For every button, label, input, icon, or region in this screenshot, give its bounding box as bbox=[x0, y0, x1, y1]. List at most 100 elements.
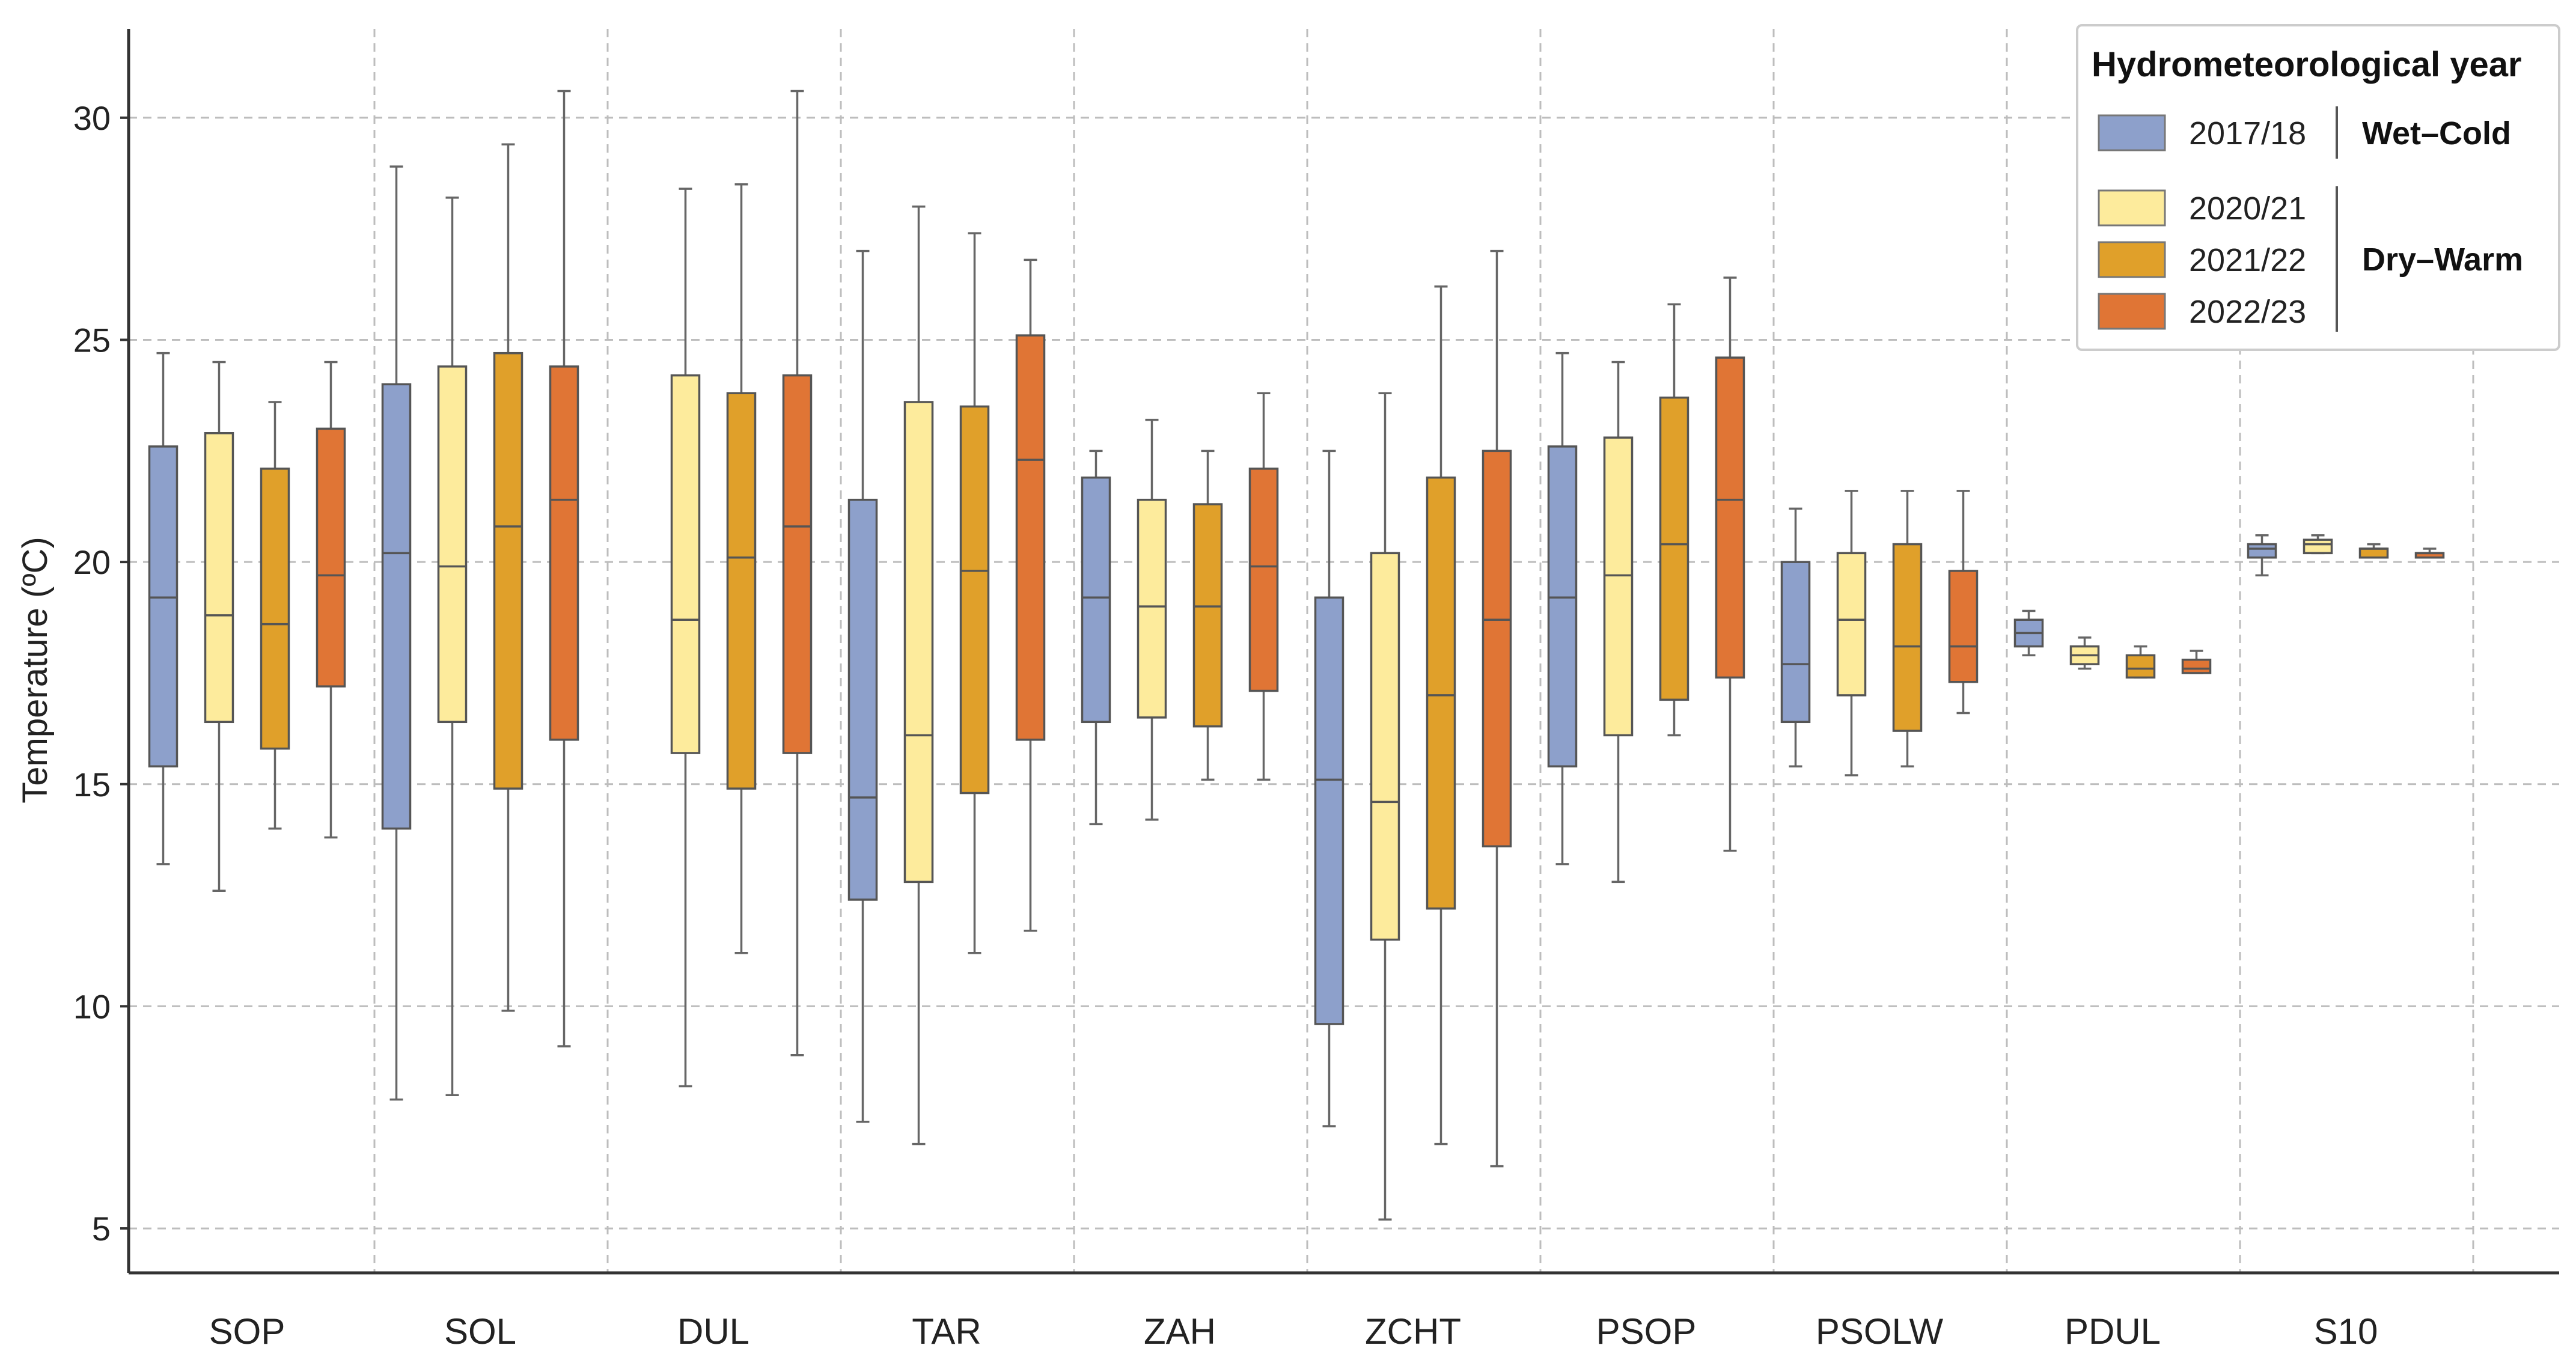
box-iqr bbox=[903, 401, 934, 883]
x-category-label: PSOP bbox=[1596, 1311, 1697, 1352]
legend-swatch-2017-18 bbox=[2098, 114, 2166, 151]
x-category-label: ZAH bbox=[1144, 1311, 1216, 1352]
box-2020-21-pdul bbox=[2069, 636, 2100, 670]
box-iqr bbox=[1482, 450, 1512, 848]
box-iqr bbox=[549, 365, 579, 741]
box-iqr bbox=[493, 352, 523, 790]
box-2022-23-tar bbox=[1015, 258, 1046, 932]
box-2020-21-psop bbox=[1603, 361, 1634, 883]
box-2020-21-sop bbox=[204, 361, 234, 892]
box-iqr bbox=[260, 468, 290, 750]
box-2021-22-psolw bbox=[1892, 490, 1923, 767]
x-category-label: PDUL bbox=[2065, 1311, 2161, 1352]
box-2022-23-dul bbox=[782, 90, 813, 1056]
legend-swatch-2021-22 bbox=[2098, 241, 2166, 278]
legend-group-wet-cold: Wet–Cold bbox=[2362, 115, 2511, 151]
box-iqr bbox=[1370, 552, 1400, 941]
box-iqr bbox=[959, 405, 990, 794]
box-iqr bbox=[1426, 476, 1456, 910]
x-category-label: DUL bbox=[677, 1311, 749, 1352]
x-category-label: S10 bbox=[2314, 1311, 2378, 1352]
y-axis-label: Temperature (ºC) bbox=[16, 537, 55, 803]
box-iqr bbox=[1780, 561, 1811, 724]
legend-label-2017-18: 2017/18 bbox=[2189, 115, 2306, 151]
box-2017-18-s10 bbox=[2247, 534, 2277, 577]
box-2021-22-pdul bbox=[2125, 645, 2156, 679]
box-2017-18-psolw bbox=[1780, 507, 1811, 767]
box-iqr bbox=[1314, 596, 1344, 1025]
box-iqr bbox=[2358, 547, 2389, 559]
box-2017-18-zah bbox=[1081, 450, 1111, 826]
box-2020-21-zah bbox=[1137, 418, 1167, 821]
box-2017-18-psop bbox=[1547, 352, 1578, 865]
box-2022-23-psop bbox=[1715, 276, 1745, 852]
legend: Hydrometeorological year 2017/18 2020/21 2… bbox=[2076, 24, 2560, 351]
box-iqr bbox=[204, 432, 234, 724]
box-2021-22-sop bbox=[260, 401, 290, 830]
box-2017-18-sop bbox=[148, 352, 179, 865]
box-2021-22-zah bbox=[1192, 450, 1223, 781]
box-2020-21-sol bbox=[437, 197, 468, 1097]
box-2017-18-sol bbox=[381, 165, 412, 1101]
box-marks bbox=[148, 90, 2445, 1221]
box-iqr bbox=[2247, 543, 2277, 559]
box-2021-22-sol bbox=[493, 143, 523, 1012]
box-iqr bbox=[1192, 503, 1223, 728]
y-tick-label: 30 bbox=[73, 99, 111, 137]
box-2021-22-tar bbox=[959, 232, 990, 954]
legend-frame bbox=[2076, 24, 2560, 351]
y-tick-label: 5 bbox=[92, 1210, 111, 1248]
y-tick-label: 15 bbox=[73, 766, 111, 803]
axes: 5 10 15 20 25 30 SOP SOL DUL TAR ZAH ZCHT PSOP PSOLW P… bbox=[73, 29, 2559, 1352]
box-iqr bbox=[1603, 436, 1634, 737]
box-iqr bbox=[1081, 476, 1111, 724]
box-2017-18-tar bbox=[847, 249, 878, 1123]
x-category-label: ZCHT bbox=[1365, 1311, 1461, 1352]
box-2022-23-sol bbox=[549, 90, 579, 1047]
box-iqr bbox=[1659, 396, 1689, 701]
box-iqr bbox=[1137, 498, 1167, 719]
box-2022-23-zah bbox=[1248, 392, 1279, 781]
box-iqr bbox=[782, 374, 813, 754]
box-2021-22-dul bbox=[726, 183, 757, 954]
y-tick-label: 25 bbox=[73, 322, 111, 359]
box-2022-23-pdul bbox=[2181, 650, 2212, 674]
legend-group-dry-warm: Dry–Warm bbox=[2362, 242, 2523, 278]
x-category-label: PSOLW bbox=[1816, 1311, 1944, 1352]
box-iqr bbox=[847, 498, 878, 901]
legend-label-2020-21: 2020/21 bbox=[2189, 191, 2306, 227]
box-iqr bbox=[316, 427, 346, 688]
box-iqr bbox=[437, 365, 468, 724]
legend-title: Hydrometeorological year bbox=[2092, 45, 2522, 84]
box-2017-18-pdul bbox=[2013, 609, 2044, 657]
box-2020-21-zcht bbox=[1370, 392, 1400, 1221]
box-2020-21-tar bbox=[903, 205, 934, 1145]
y-tick-label: 10 bbox=[73, 987, 111, 1025]
box-iqr bbox=[2125, 654, 2156, 679]
box-iqr bbox=[381, 383, 412, 830]
box-2020-21-psolw bbox=[1836, 490, 1867, 776]
box-iqr bbox=[1248, 468, 1279, 692]
box-iqr bbox=[1948, 570, 1979, 683]
legend-swatch-2020-21 bbox=[2098, 189, 2166, 227]
box-iqr bbox=[670, 374, 701, 754]
box-iqr bbox=[1836, 552, 1867, 697]
box-2017-18-zcht bbox=[1314, 450, 1344, 1127]
box-2022-23-s10 bbox=[2414, 547, 2445, 559]
box-iqr bbox=[1547, 445, 1578, 767]
box-2021-22-s10 bbox=[2358, 543, 2389, 559]
legend-label-2022-23: 2022/23 bbox=[2189, 294, 2306, 330]
x-category-label: SOP bbox=[209, 1311, 285, 1352]
box-2022-23-sop bbox=[316, 361, 346, 839]
y-tick-label: 20 bbox=[73, 543, 111, 581]
box-iqr bbox=[1892, 543, 1923, 732]
x-category-label: SOL bbox=[444, 1311, 516, 1352]
box-2022-23-psolw bbox=[1948, 490, 1979, 715]
box-2021-22-psop bbox=[1659, 303, 1689, 737]
box-2022-23-zcht bbox=[1482, 249, 1512, 1168]
box-iqr bbox=[1015, 334, 1046, 741]
box-iqr bbox=[726, 392, 757, 790]
legend-entries: 2017/18 2020/21 2021/22 2022/23 bbox=[2098, 114, 2306, 330]
box-2020-21-dul bbox=[670, 188, 701, 1088]
